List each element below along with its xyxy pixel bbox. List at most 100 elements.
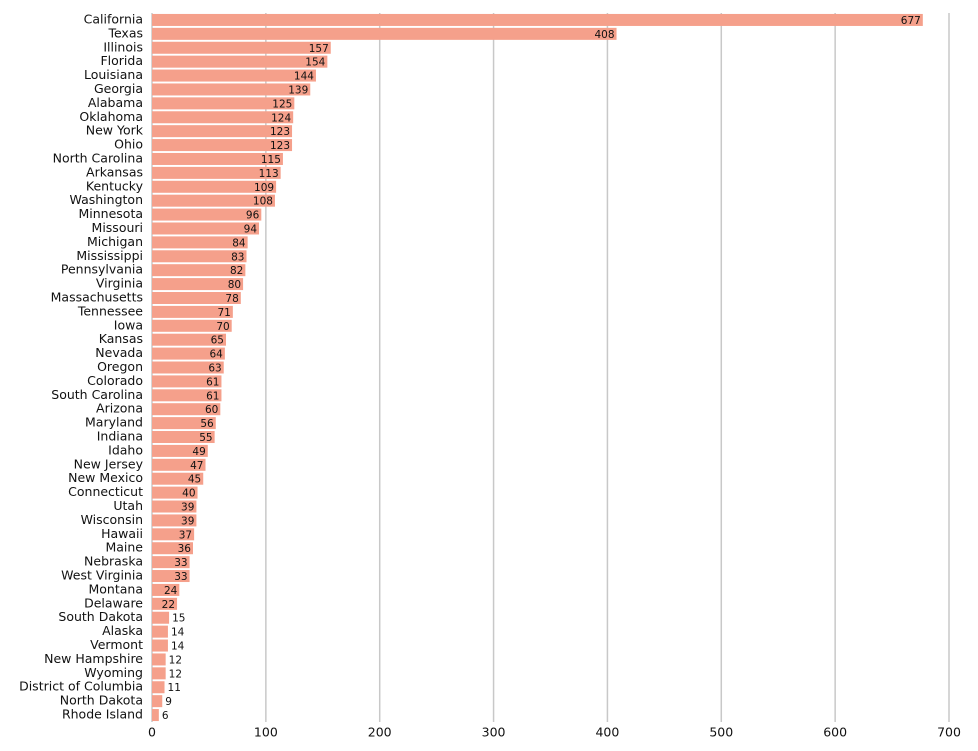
y-tick-label: South Carolina [51, 387, 143, 402]
bar [152, 347, 225, 360]
y-tick-label: Alaska [102, 623, 143, 638]
value-label: 22 [162, 599, 175, 611]
y-tick-label: Nevada [95, 345, 143, 360]
value-label: 61 [206, 376, 219, 388]
y-tick-label: West Virginia [61, 568, 143, 583]
value-label: 24 [164, 585, 178, 597]
bar [152, 389, 222, 402]
y-tick-label: Illinois [103, 39, 143, 54]
value-label: 115 [261, 154, 281, 166]
bar [152, 542, 193, 555]
bar [152, 570, 190, 583]
value-label: 144 [294, 71, 314, 83]
y-tick-label: District of Columbia [19, 679, 143, 694]
bar [152, 208, 262, 221]
bar [152, 139, 293, 152]
value-label: 65 [211, 335, 224, 347]
value-label: 55 [199, 432, 212, 444]
y-tick-label: Rhode Island [62, 707, 143, 722]
value-label: 6 [162, 710, 169, 722]
y-tick-label: Tennessee [77, 303, 143, 318]
y-tick-label: Washington [70, 192, 143, 207]
y-tick-label: Vermont [90, 637, 143, 652]
bar [152, 375, 222, 388]
bar [152, 709, 159, 722]
value-label: 11 [168, 682, 181, 694]
bar [152, 681, 165, 694]
y-tick-label: Pennsylvania [61, 262, 143, 277]
value-label: 49 [192, 446, 205, 458]
y-tick-label: Georgia [94, 81, 143, 96]
bar [152, 528, 195, 541]
y-tick-label: Mississippi [76, 248, 143, 263]
bar [152, 111, 294, 124]
bar [152, 444, 208, 457]
y-tick-label: California [84, 11, 143, 26]
bar [152, 667, 166, 680]
bar [152, 653, 166, 666]
value-label: 63 [208, 363, 221, 375]
bar [152, 305, 233, 318]
value-label: 154 [305, 57, 325, 69]
value-label: 40 [182, 488, 195, 500]
y-tick-label: Oklahoma [79, 109, 143, 124]
y-tick-label: Iowa [114, 317, 143, 332]
bar [152, 13, 923, 26]
bar [152, 500, 197, 513]
bar [152, 639, 168, 652]
x-tick-label: 300 [482, 725, 506, 740]
x-tick-label: 0 [148, 725, 156, 740]
value-label: 39 [181, 502, 194, 514]
y-tick-label: Massachusetts [51, 289, 143, 304]
bar [152, 264, 246, 277]
y-tick-label: Virginia [96, 276, 143, 291]
value-label: 109 [254, 182, 274, 194]
value-label: 36 [178, 543, 192, 555]
bar [152, 278, 244, 291]
value-label: 408 [594, 29, 614, 41]
value-label: 123 [270, 140, 290, 152]
y-tick-label: Connecticut [68, 484, 143, 499]
bar [152, 291, 241, 304]
y-tick-label: Alabama [88, 95, 143, 110]
bar [152, 319, 232, 332]
bar [152, 431, 215, 444]
y-tick-label: Maine [105, 540, 143, 555]
bar [152, 514, 197, 527]
bar [152, 180, 277, 193]
value-label: 12 [169, 668, 182, 680]
y-tick-label: Minnesota [78, 206, 143, 221]
bar [152, 695, 163, 708]
y-tick-label: Colorado [87, 373, 143, 388]
y-tick-label: Arizona [96, 401, 143, 416]
bar [152, 583, 180, 596]
bar [152, 458, 206, 471]
y-tick-label: Wisconsin [81, 512, 143, 527]
y-tick-label: North Carolina [53, 150, 143, 165]
value-label: 39 [181, 515, 194, 527]
value-label: 14 [171, 641, 185, 653]
y-tick-label: Hawaii [101, 526, 143, 541]
y-tick-label: New Mexico [68, 470, 143, 485]
x-tick-label: 100 [254, 725, 278, 740]
value-label: 61 [206, 390, 219, 402]
y-tick-label: Indiana [97, 429, 143, 444]
x-tick-label: 600 [823, 725, 847, 740]
value-label: 9 [165, 696, 172, 708]
value-label: 108 [253, 196, 273, 208]
value-label: 82 [230, 265, 243, 277]
value-label: 12 [169, 654, 182, 666]
bar [152, 403, 221, 416]
y-tick-label: Idaho [108, 442, 143, 457]
y-tick-label: Oregon [97, 359, 143, 374]
y-tick-label: Louisiana [84, 67, 143, 82]
value-label: 96 [246, 210, 260, 222]
y-tick-label: New Hampshire [44, 651, 143, 666]
value-label: 71 [217, 307, 230, 319]
value-label: 124 [271, 112, 291, 124]
bar [152, 361, 224, 374]
value-label: 78 [225, 293, 238, 305]
bar [152, 194, 275, 207]
value-label: 139 [288, 84, 308, 96]
bar [152, 69, 316, 82]
